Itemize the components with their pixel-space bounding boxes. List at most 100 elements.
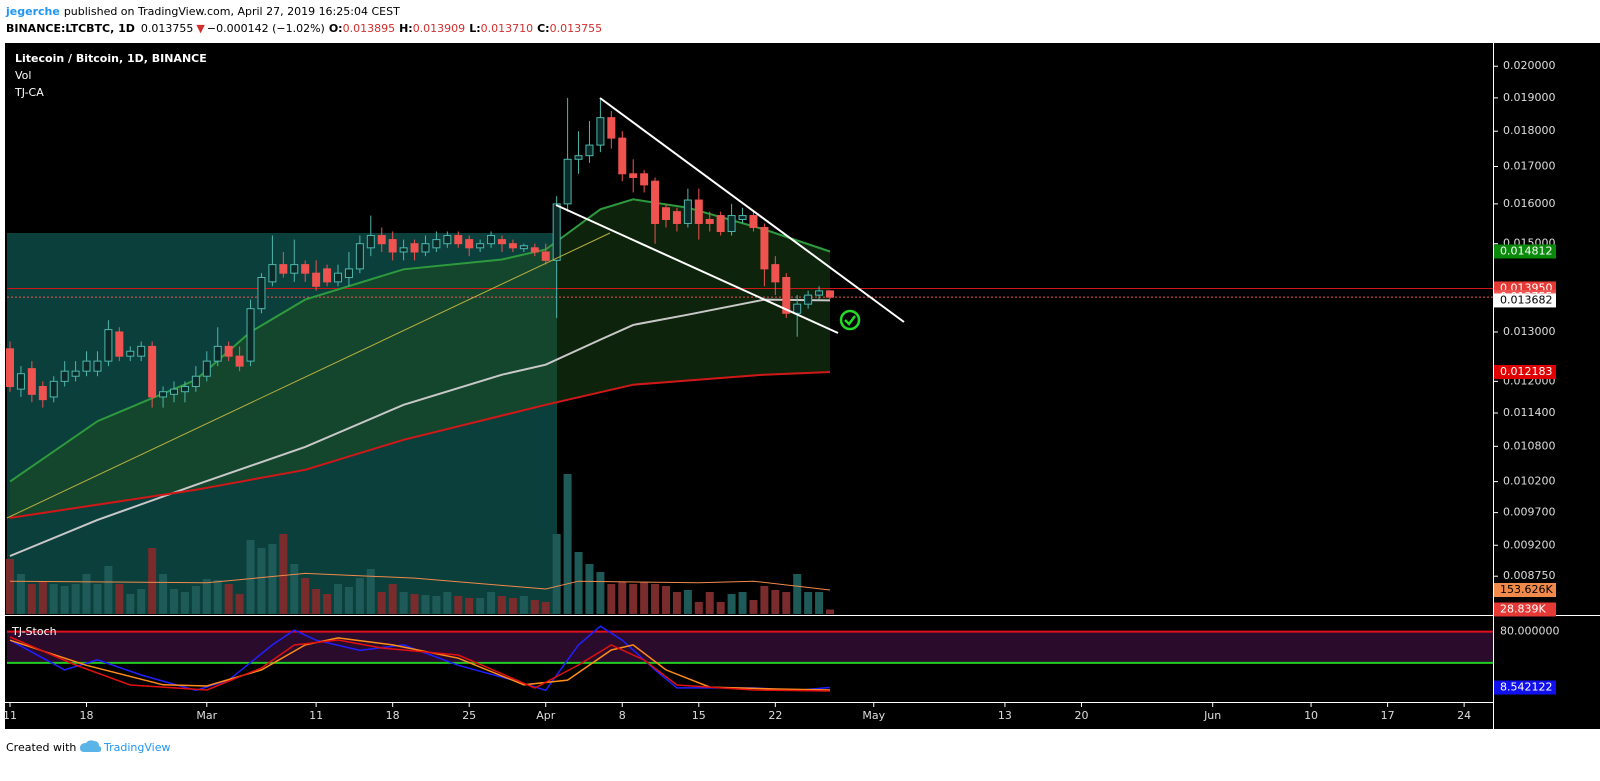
volume-bar: [235, 594, 244, 614]
volume-bar: [694, 602, 703, 614]
l-label: L:: [469, 22, 480, 35]
candle-body: [115, 331, 124, 357]
candle-body: [27, 368, 36, 395]
volume-bar: [49, 584, 58, 614]
candle-body: [388, 239, 397, 253]
volume-bar: [334, 584, 342, 614]
price-tag-label: 8.542122: [1500, 681, 1553, 694]
candle-body: [334, 272, 342, 283]
candle-body: [279, 264, 288, 274]
volume-bar: [596, 572, 605, 614]
candle-layer: [6, 97, 834, 692]
low: 0.013710: [481, 22, 534, 35]
volume-bar: [257, 548, 266, 614]
price-tag: [1494, 365, 1556, 380]
candle-body: [454, 235, 463, 245]
price-tag-label: 153.626K: [1500, 583, 1553, 596]
volume-bar: [312, 589, 321, 614]
candle-body: [530, 247, 539, 253]
x-tick-label: 11: [3, 709, 17, 722]
price-tag: [1494, 244, 1556, 259]
o-label: O:: [329, 22, 343, 35]
volume-bar: [6, 559, 14, 614]
x-tick-label: Apr: [536, 709, 556, 722]
stoch-legend: TJ-Stoch: [11, 625, 57, 638]
candle-body: [563, 158, 572, 205]
candle-body: [552, 203, 561, 261]
candle-body: [257, 277, 266, 310]
candle-body: [312, 272, 321, 287]
y-tick-label: 0.008750: [1503, 569, 1556, 582]
x-tick-label: 24: [1457, 709, 1471, 722]
candle-body: [662, 207, 670, 220]
volume-bar: [727, 594, 736, 614]
volume-bar: [279, 534, 288, 614]
y-tick-label: 0.016000: [1503, 197, 1556, 210]
volume-bar: [148, 548, 157, 614]
author[interactable]: jegerche: [5, 5, 60, 18]
price-tag: [1494, 624, 1556, 639]
volume-bar: [519, 596, 528, 614]
change: −0.000142 (−1.02%): [207, 22, 325, 35]
candle-body: [771, 264, 780, 283]
volume-bar: [170, 589, 178, 614]
candle-body: [749, 215, 758, 228]
header-line: jegerche published on TradingView.com, Ap…: [5, 5, 400, 18]
candle-body: [71, 370, 80, 377]
volume-bar: [574, 552, 583, 614]
candle-body: [191, 375, 200, 388]
volume-bar: [454, 596, 463, 614]
volume-bar: [672, 592, 681, 614]
published: published on TradingView.com, April 27, …: [64, 5, 400, 18]
candle-body: [224, 345, 233, 357]
candle-body: [487, 235, 496, 245]
y-tick-label: 0.011400: [1503, 406, 1556, 419]
volume-bar: [771, 590, 780, 614]
x-tick-label: 18: [386, 709, 400, 722]
candle-body: [618, 137, 627, 175]
volume-bar: [115, 584, 124, 614]
x-tick-label: 20: [1074, 709, 1088, 722]
volume-bar: [388, 584, 397, 614]
candle-body: [148, 345, 157, 398]
candle-body: [727, 215, 736, 232]
candle-body: [6, 348, 14, 388]
x-tick-label: 8: [619, 709, 626, 722]
candle-body: [793, 303, 802, 314]
footer-created: Created with: [6, 741, 76, 754]
y-tick-label: 0.013000: [1503, 325, 1556, 338]
candle-body: [640, 173, 649, 186]
x-tick-label: 13: [998, 709, 1012, 722]
check-mark: [844, 315, 856, 326]
candle-body: [476, 243, 485, 249]
drawing-layer: [6, 97, 905, 519]
brand-icon: [80, 740, 102, 752]
symbol: BINANCE:LTCBTC, 1D: [6, 22, 135, 35]
candle-body: [301, 264, 310, 274]
volume-bar: [487, 592, 496, 614]
x-tick-label: 15: [692, 709, 706, 722]
volume-bar: [71, 584, 80, 614]
volume-bar: [716, 602, 725, 614]
volume-bar: [301, 578, 310, 614]
y-tick-label: 0.009200: [1503, 538, 1556, 551]
x-tick-label: 18: [80, 709, 94, 722]
volume-bar: [640, 582, 649, 614]
candle-body: [93, 360, 102, 372]
close: 0.013755: [550, 22, 603, 35]
volume-bar: [410, 594, 419, 614]
volume-bar: [508, 598, 517, 614]
indicator-legend: TJ-CA: [14, 86, 44, 99]
candle-body: [126, 350, 135, 357]
y-tick-label: 0.009700: [1503, 506, 1556, 519]
candle-body: [344, 268, 353, 279]
c-label: C:: [537, 22, 549, 35]
candle-body: [377, 235, 386, 245]
x-tick-label: 10: [1304, 709, 1318, 722]
x-tick-label: May: [862, 709, 885, 722]
open: 0.013895: [343, 22, 396, 35]
candle-body: [465, 239, 474, 249]
footer-brand[interactable]: TradingView: [103, 741, 170, 754]
check-icon: [839, 309, 861, 331]
volume-bar: [104, 566, 113, 614]
